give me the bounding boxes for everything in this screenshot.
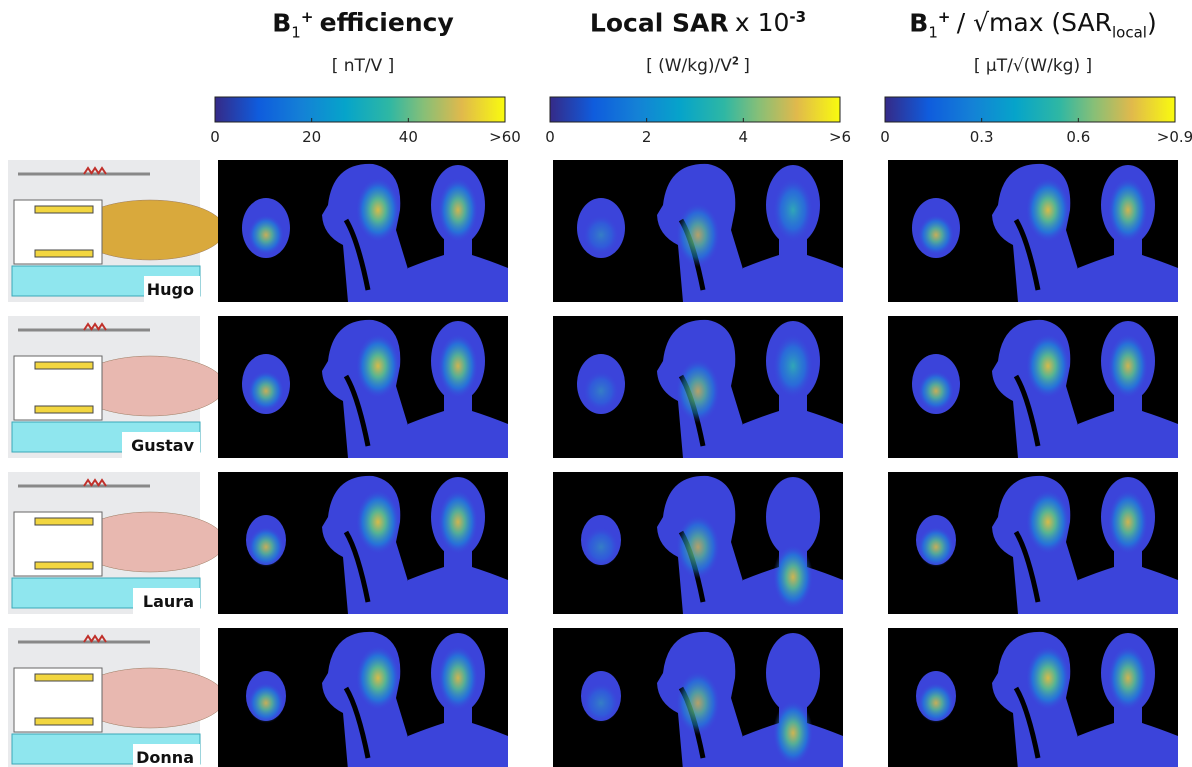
text-part: [ (W/kg)/V [646, 56, 732, 76]
column-title: B1+ / √max (SARlocal) [868, 8, 1192, 41]
colorbar-tick-label: 0.3 [970, 128, 994, 146]
coronal-hotspot [1108, 646, 1148, 710]
colorbar-tick-label: 0 [880, 128, 890, 146]
coil-element [35, 250, 93, 257]
colorbar-tick-label: 0.6 [1066, 128, 1090, 146]
text-part: + [301, 8, 314, 26]
colorbar-tick-label: 0 [210, 128, 220, 146]
text-part: B [272, 8, 291, 37]
model-name: Donna [136, 748, 194, 767]
text-part: -3 [789, 8, 806, 26]
figure: 02040>60024>600.30.6>0.9HugoGustavLauraD… [0, 0, 1192, 767]
text-part: ] [743, 56, 750, 76]
sagittal-hotspot [1026, 178, 1070, 242]
coronal-hotspot [773, 334, 813, 398]
coronal-hotspot [438, 490, 478, 554]
column-title: B1+ efficiency [198, 8, 528, 41]
coronal-hotspot [1108, 178, 1148, 242]
colorbar [885, 97, 1175, 122]
coil-element [35, 518, 93, 525]
text-part: B [909, 8, 928, 37]
text-part: [ μT/√(W/kg) ] [974, 56, 1092, 76]
text-part: ) [1147, 8, 1157, 37]
text-part: local [1112, 23, 1147, 41]
sagittal-hotspot [1026, 490, 1070, 554]
model-name: Laura [143, 592, 194, 611]
axial-hotspot [248, 371, 284, 411]
sagittal-hotspot [676, 203, 720, 267]
model-name: Hugo [147, 280, 194, 299]
axial-hotspot [583, 371, 619, 411]
coil-element [35, 674, 93, 681]
colorbar-tick-label: 20 [302, 128, 321, 146]
colorbar-tick-label: 40 [399, 128, 418, 146]
column-unit: [ (W/kg)/V2] [533, 56, 863, 76]
coronal-hotspot [438, 646, 478, 710]
axial-hotspot [918, 683, 954, 723]
axial-hotspot [583, 683, 619, 723]
coronal-hotspot [438, 178, 478, 242]
colorbar [550, 97, 840, 122]
text-part: 1 [291, 23, 301, 41]
coil-element [35, 718, 93, 725]
sagittal-hotspot [676, 671, 720, 735]
coronal-hotspot [773, 545, 813, 609]
coronal-hotspot [1108, 334, 1148, 398]
column-unit: [ nT/V ] [198, 56, 528, 76]
coronal-hotspot [438, 334, 478, 398]
page: 02040>60024>600.30.6>0.9HugoGustavLauraD… [0, 0, 1192, 767]
text-part: Local SAR [590, 8, 729, 37]
axial-hotspot [583, 527, 619, 567]
text-part: [ nT/V ] [332, 56, 395, 76]
colorbar-tick-label: 4 [739, 128, 749, 146]
text-part: 1 [928, 23, 938, 41]
coil-element [35, 362, 93, 369]
axial-hotspot [248, 527, 284, 567]
sagittal-hotspot [1026, 334, 1070, 398]
axial-hotspot [918, 371, 954, 411]
text-part: x 10 [735, 8, 790, 37]
axial-hotspot [248, 215, 284, 255]
sagittal-hotspot [1026, 646, 1070, 710]
text-part: / √max (SAR [957, 8, 1112, 37]
coil-element [35, 406, 93, 413]
sagittal-hotspot [356, 646, 400, 710]
colorbar [215, 97, 505, 122]
axial-hotspot [918, 527, 954, 567]
sagittal-hotspot [356, 490, 400, 554]
sagittal-hotspot [676, 515, 720, 579]
model-name: Gustav [131, 436, 194, 455]
coronal-hotspot [773, 701, 813, 765]
column-unit: [ μT/√(W/kg) ] [868, 56, 1192, 76]
text-part: 2 [732, 56, 739, 67]
axial-hotspot [918, 215, 954, 255]
sagittal-hotspot [356, 178, 400, 242]
colorbar-tick-label: >0.9 [1157, 128, 1192, 146]
colorbar-tick-label: 2 [642, 128, 652, 146]
axial-hotspot [583, 215, 619, 255]
text-part: efficiency [320, 8, 454, 37]
coil-element [35, 206, 93, 213]
colorbar-tick-label: >60 [489, 128, 521, 146]
colorbar-tick-label: >6 [829, 128, 851, 146]
coronal-hotspot [1108, 490, 1148, 554]
axial-hotspot [248, 683, 284, 723]
coil-element [35, 562, 93, 569]
text-part: + [938, 8, 951, 26]
sagittal-hotspot [356, 334, 400, 398]
sagittal-hotspot [676, 359, 720, 423]
colorbar-tick-label: 0 [545, 128, 555, 146]
coronal-hotspot [773, 178, 813, 242]
